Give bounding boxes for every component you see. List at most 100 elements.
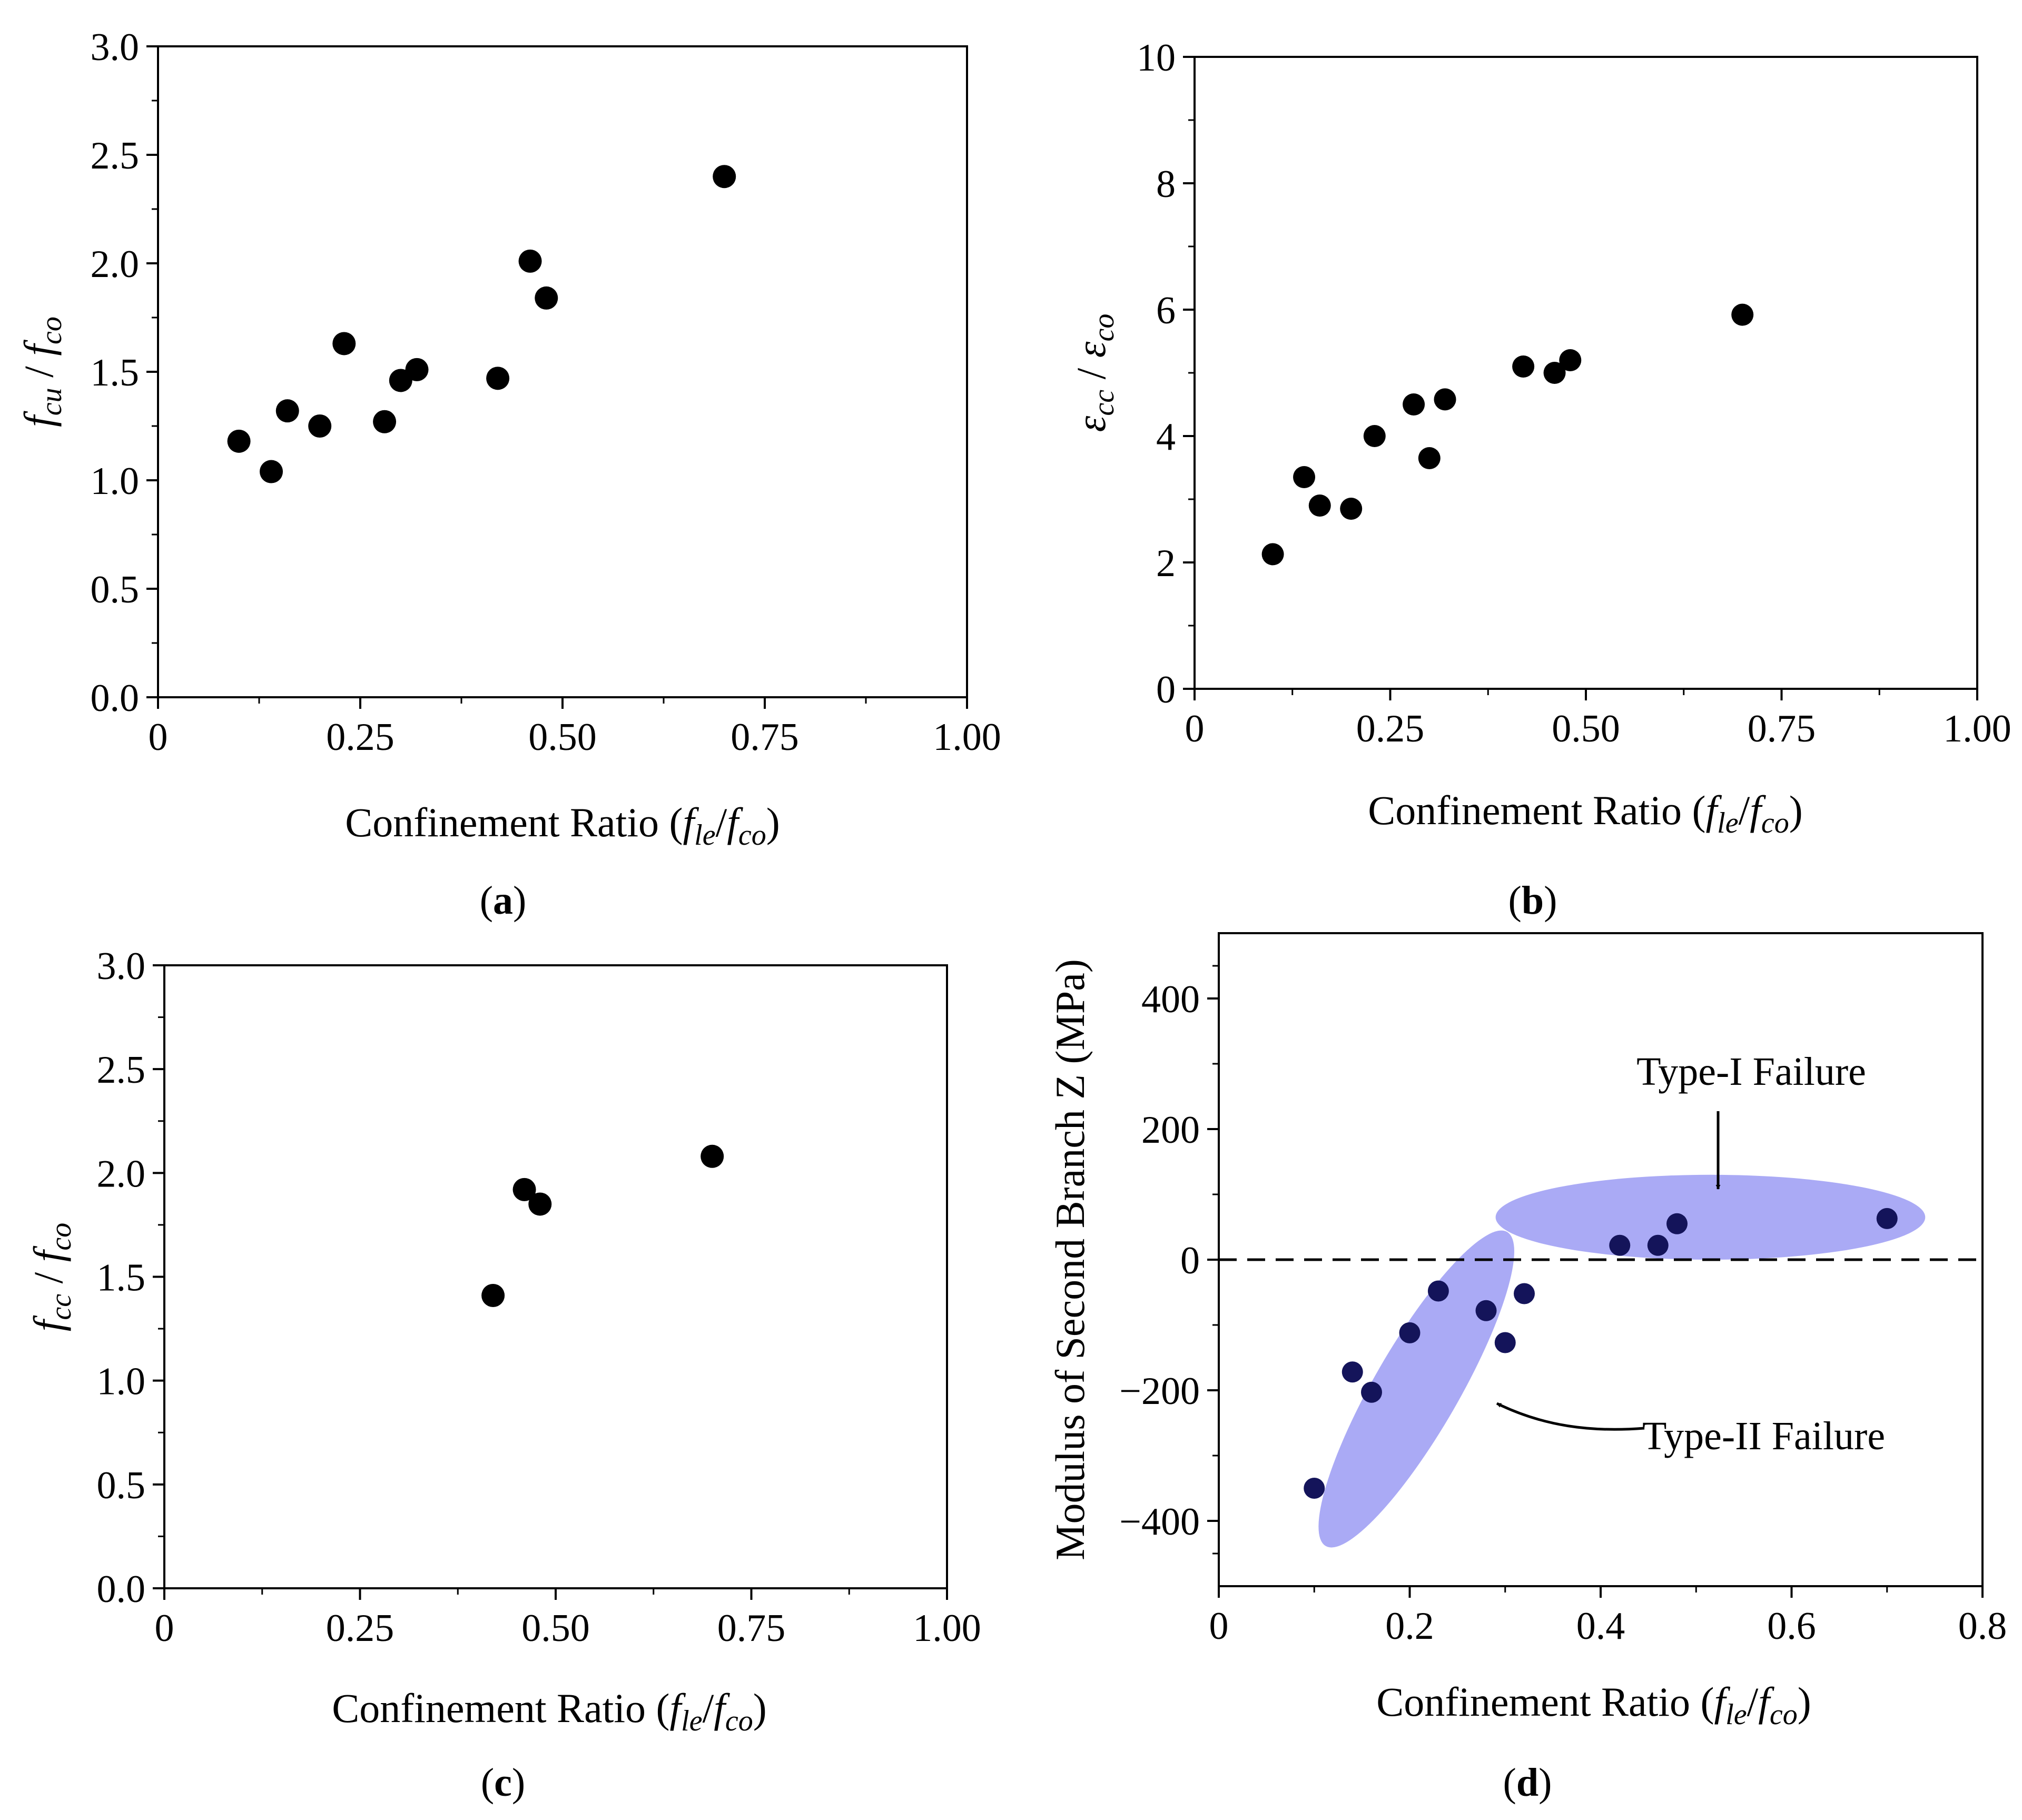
data-point [518,249,542,273]
y-tick-label: 4 [1156,416,1176,459]
data-point [1361,1381,1382,1403]
x-tick-label: 0.50 [528,716,597,759]
x-tick-label: 0.75 [717,1607,786,1650]
y-tick-label: 2.5 [91,134,140,177]
data-point [308,414,332,438]
x-tick-label: 0.25 [1356,707,1425,750]
x-tick-label: 0.75 [731,716,799,759]
y-tick-label: 1.0 [91,460,140,503]
y-axis-a: 0.0 0.5 1.0 1.5 2.0 2.5 3.0 [91,26,158,720]
type-ii-failure-label: Type-II Failure [1642,1414,1885,1458]
chart-d: 0 0.2 0.4 0.6 0.8 −400 −200 0 200 400 Type-I Fai… [1047,932,2007,1805]
panel-label-d: (d) [1503,1760,1552,1805]
x-tick-label: 0.25 [326,1607,394,1650]
data-point [1876,1208,1898,1229]
y-tick-label: 0 [1156,668,1176,711]
x-axis-c: 0 0.25 0.50 0.75 1.00 [155,1588,981,1650]
x-tick-label: 0.75 [1748,707,1816,750]
panel-label-c: (c) [481,1760,525,1805]
type-ii-failure-region [1318,1230,1514,1548]
data-point [1494,1332,1516,1353]
data-point [1475,1300,1497,1321]
y-tick-label: −200 [1119,1370,1200,1413]
data-point [481,1283,505,1307]
x-tick-label: 0 [1209,1605,1229,1648]
data-point [1261,543,1284,566]
y-tick-label: 8 [1156,163,1176,206]
plot-frame-a [157,45,968,698]
y-tick-label: 2 [1156,542,1176,585]
chart-c: 0 0.25 0.50 0.75 1.00 0.00.51.01.52.02.53.0 … [25,945,981,1805]
type-i-failure-label: Type-I Failure [1636,1050,1866,1094]
x-tick-label: 0.25 [326,716,394,759]
y-axis-label-c: fcc / fco [25,1223,77,1332]
x-axis-label-d: Confinement Ratio (fle/fco) [1376,1679,1811,1731]
data-point [1647,1234,1669,1256]
data-point [1559,349,1582,371]
points-c [481,1144,724,1307]
data-point [1666,1213,1688,1234]
x-tick-label: 1.00 [1943,707,2011,750]
x-tick-label: 0.4 [1576,1605,1625,1648]
data-point [1731,303,1754,326]
y-axis-d: −400 −200 0 200 400 [1119,965,1219,1555]
type-ii-failure-arrow [1496,1402,1645,1431]
y-tick-label: 3.0 [91,26,140,69]
data-point [1609,1234,1631,1256]
x-axis-b: 0 0.25 0.50 0.75 1.00 [1185,689,2011,750]
data-point [528,1192,552,1216]
y-tick-label: −400 [1119,1500,1200,1544]
plot-frame-c [163,964,948,1589]
data-point [275,399,299,423]
data-point [1399,1322,1421,1343]
y-tick-label: 1.5 [97,1257,146,1300]
points-d [1304,1208,1898,1499]
y-tick-label: 0.5 [97,1464,146,1507]
x-tick-label: 0.50 [521,1607,590,1650]
data-point [1363,425,1386,447]
y-tick-label: 0.5 [91,568,140,611]
failure-regions-d [1318,1174,1926,1548]
y-tick-label: 200 [1141,1109,1200,1152]
chart-b: 0 0.25 0.50 0.75 1.00 0 2 4 6 8 10 Confinement Ra… [1068,36,2011,923]
y-tick-label: 2.0 [97,1152,146,1195]
y-tick-label: 2.5 [97,1049,146,1092]
data-point [1342,1361,1363,1383]
points-b [1261,303,1754,566]
y-tick-label: 0.0 [91,677,140,720]
data-point [713,165,736,189]
data-point [1427,1280,1449,1302]
x-tick-label: 1.00 [933,716,1001,759]
x-axis-label-b: Confinement Ratio (fle/fco) [1368,787,1803,839]
y-tick-label: 2.0 [91,243,140,286]
data-point [486,367,510,390]
x-tick-label: 0.8 [1958,1605,2007,1648]
data-point [1403,393,1425,416]
x-tick-label: 1.00 [913,1607,981,1650]
y-tick-label: 10 [1137,36,1176,80]
points-a [227,165,736,483]
y-axis-label-a: fcu / fco [16,316,68,427]
data-point [1308,494,1331,517]
data-point [1512,355,1535,378]
data-point [1293,466,1316,488]
x-tick-label: 0.6 [1767,1605,1816,1648]
y-axis-b: 0 2 4 6 8 10 [1137,36,1195,711]
x-tick-label: 0 [155,1607,174,1650]
plot-frame-b [1194,56,1978,690]
x-tick-label: 0.50 [1552,707,1620,750]
type-i-failure-region [1495,1174,1926,1260]
x-axis-d: 0 0.2 0.4 0.6 0.8 [1209,1586,2007,1648]
data-point [535,286,558,310]
data-point [1514,1283,1535,1304]
data-point [1418,447,1441,469]
y-tick-label: 6 [1156,289,1176,332]
data-point [701,1144,724,1168]
panel-label-b: (b) [1508,878,1557,923]
y-tick-label: 1.5 [91,351,140,394]
data-point [1543,362,1566,384]
y-axis-label-b: εcc / εco [1068,314,1120,432]
y-tick-label: 0.0 [97,1568,146,1611]
y-tick-label: 400 [1141,978,1200,1021]
